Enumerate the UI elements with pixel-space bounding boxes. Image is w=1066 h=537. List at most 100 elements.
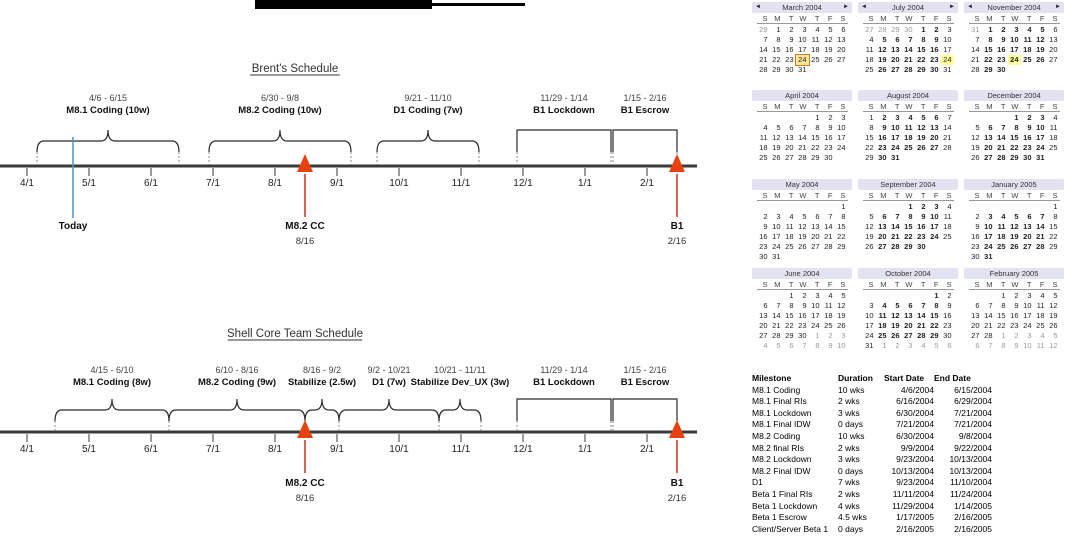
calendar-day[interactable]: 12 bbox=[1036, 35, 1045, 44]
calendar-day[interactable]: 29 bbox=[772, 65, 781, 74]
calendar-day[interactable]: 1 bbox=[841, 202, 846, 211]
calendar-day[interactable]: 10 bbox=[837, 341, 846, 350]
calendar-day[interactable]: 4 bbox=[1027, 25, 1032, 34]
calendar-day[interactable]: 7 bbox=[895, 212, 900, 221]
calendar-day[interactable]: 4 bbox=[869, 35, 874, 44]
calendar-day[interactable]: 18 bbox=[943, 222, 952, 231]
calendar-day[interactable]: 9 bbox=[1014, 341, 1019, 350]
calendar-day[interactable]: 14 bbox=[759, 45, 768, 54]
calendar-day[interactable]: 7 bbox=[802, 341, 807, 350]
calendar-day[interactable]: 14 bbox=[891, 222, 900, 231]
calendar-day[interactable]: 23 bbox=[1023, 143, 1032, 152]
calendar-day[interactable]: 28 bbox=[917, 331, 926, 340]
calendar-day[interactable]: 17 bbox=[865, 321, 874, 330]
calendar-day[interactable]: 25 bbox=[878, 331, 887, 340]
calendar-day[interactable]: 28 bbox=[904, 65, 913, 74]
calendar-day[interactable]: 26 bbox=[1049, 321, 1058, 330]
calendar-day[interactable]: 21 bbox=[943, 133, 952, 142]
calendar-day[interactable]: 5 bbox=[1053, 331, 1058, 340]
calendar-prev-icon[interactable]: ◄ bbox=[755, 4, 761, 10]
calendar-day[interactable]: 23 bbox=[824, 143, 833, 152]
calendar-day[interactable]: 28 bbox=[798, 153, 807, 162]
calendar-day[interactable]: 27 bbox=[1023, 242, 1032, 251]
calendar-day[interactable]: 21 bbox=[759, 55, 768, 64]
calendar-day[interactable]: 3 bbox=[947, 25, 952, 34]
calendar-day[interactable]: 22 bbox=[785, 321, 794, 330]
calendar-day[interactable]: 21 bbox=[904, 55, 913, 64]
calendar-day[interactable]: 29 bbox=[984, 65, 993, 74]
calendar-day[interactable]: 15 bbox=[811, 133, 820, 142]
calendar-day[interactable]: 3 bbox=[776, 212, 781, 221]
calendar-day[interactable]: 16 bbox=[1023, 133, 1032, 142]
calendar-day[interactable]: 18 bbox=[1049, 133, 1058, 142]
calendar-day[interactable]: 28 bbox=[971, 65, 980, 74]
calendar-day[interactable]: 1 bbox=[908, 202, 913, 211]
calendar-day[interactable]: 30 bbox=[798, 331, 807, 340]
calendar-day[interactable]: 16 bbox=[930, 45, 939, 54]
calendar-day[interactable]: 30 bbox=[904, 25, 913, 34]
calendar-day[interactable]: 5 bbox=[776, 341, 781, 350]
calendar-day[interactable]: 18 bbox=[904, 133, 913, 142]
calendar-day[interactable]: 30 bbox=[824, 153, 833, 162]
calendar-day[interactable]: 19 bbox=[1036, 45, 1045, 54]
calendar-day[interactable]: 26 bbox=[865, 242, 874, 251]
calendar-day[interactable]: 7 bbox=[988, 301, 993, 310]
calendar-day[interactable]: 20 bbox=[891, 55, 900, 64]
calendar-day[interactable]: 25 bbox=[824, 321, 833, 330]
calendar-day[interactable]: 16 bbox=[798, 311, 807, 320]
calendar-day[interactable]: 23 bbox=[997, 55, 1006, 64]
calendar-day[interactable]: 27 bbox=[891, 65, 900, 74]
calendar-day[interactable]: 3 bbox=[1014, 25, 1019, 34]
calendar-day[interactable]: 7 bbox=[828, 212, 833, 221]
calendar-day[interactable]: 9 bbox=[1001, 35, 1006, 44]
calendar-day[interactable]: 26 bbox=[824, 55, 833, 64]
calendar-day[interactable]: 17 bbox=[772, 232, 781, 241]
calendar-day[interactable]: 19 bbox=[1010, 232, 1019, 241]
calendar-day[interactable]: 26 bbox=[917, 143, 926, 152]
calendar-day[interactable]: 26 bbox=[1036, 55, 1045, 64]
calendar-day[interactable]: 30 bbox=[997, 65, 1006, 74]
calendar-day[interactable]: 8 bbox=[776, 35, 781, 44]
calendar-day[interactable]: 11 bbox=[1036, 301, 1045, 310]
calendar-day[interactable]: 17 bbox=[1023, 311, 1032, 320]
calendar-day[interactable]: 10 bbox=[772, 222, 781, 231]
calendar-day[interactable]: 17 bbox=[1010, 45, 1019, 54]
calendar-day[interactable]: 25 bbox=[943, 232, 952, 241]
calendar-day[interactable]: 5 bbox=[895, 301, 900, 310]
calendar-day[interactable]: 5 bbox=[776, 123, 781, 132]
calendar-day[interactable]: 24 bbox=[891, 143, 900, 152]
calendar-day[interactable]: 28 bbox=[824, 242, 833, 251]
calendar-day[interactable]: 5 bbox=[1040, 25, 1045, 34]
calendar-day[interactable]: 19 bbox=[891, 321, 900, 330]
calendar-day[interactable]: 18 bbox=[759, 143, 768, 152]
calendar-day[interactable]: 7 bbox=[776, 301, 781, 310]
calendar-day[interactable]: 17 bbox=[811, 311, 820, 320]
calendar-day[interactable]: 2 bbox=[802, 291, 807, 300]
calendar-day[interactable]: 14 bbox=[943, 123, 952, 132]
calendar-day[interactable]: 27 bbox=[811, 242, 820, 251]
calendar-day[interactable]: 18 bbox=[878, 321, 887, 330]
calendar-day[interactable]: 28 bbox=[1036, 242, 1045, 251]
calendar-day[interactable]: 8 bbox=[1053, 212, 1058, 221]
calendar-day[interactable]: 29 bbox=[785, 331, 794, 340]
calendar-day[interactable]: 11 bbox=[878, 311, 887, 320]
calendar-day[interactable]: 6 bbox=[1027, 212, 1032, 221]
calendar-day[interactable]: 17 bbox=[1036, 133, 1045, 142]
calendar-day[interactable]: 11 bbox=[785, 222, 794, 231]
calendar-day[interactable]: 30 bbox=[785, 65, 794, 74]
calendar-day[interactable]: 31 bbox=[798, 65, 807, 74]
calendar-day[interactable]: 20 bbox=[1049, 45, 1058, 54]
calendar-day[interactable]: 20 bbox=[785, 143, 794, 152]
calendar-day[interactable]: 15 bbox=[917, 45, 926, 54]
calendar-day[interactable]: 4 bbox=[763, 341, 768, 350]
calendar-day[interactable]: 23 bbox=[878, 143, 887, 152]
calendar-day[interactable]: 6 bbox=[1053, 25, 1058, 34]
calendar-day[interactable]: 15 bbox=[1049, 222, 1058, 231]
calendar-day[interactable]: 24 bbox=[772, 242, 781, 251]
calendar-day[interactable]: 1 bbox=[815, 113, 820, 122]
calendar-day[interactable]: 1 bbox=[1053, 202, 1058, 211]
calendar-day[interactable]: 20 bbox=[811, 232, 820, 241]
calendar-day[interactable]: 1 bbox=[869, 113, 874, 122]
calendar-day[interactable]: 5 bbox=[921, 113, 926, 122]
calendar-day[interactable]: 19 bbox=[798, 232, 807, 241]
